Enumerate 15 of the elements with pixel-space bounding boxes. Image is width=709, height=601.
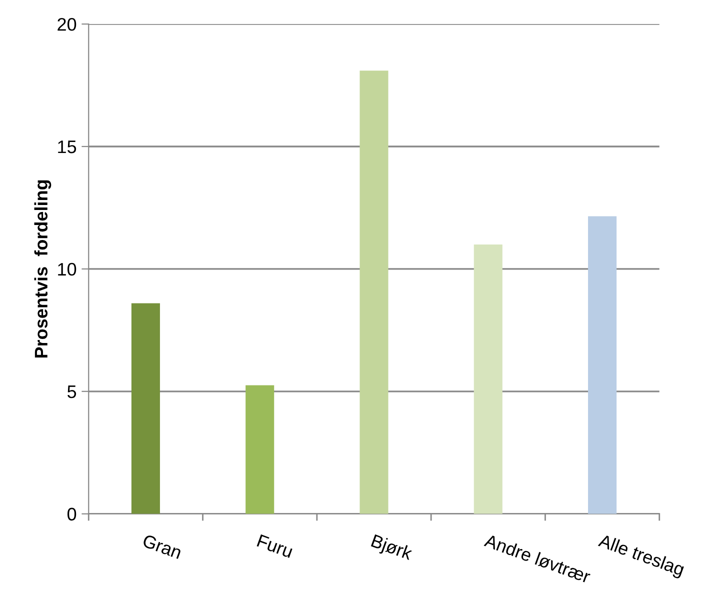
- x-tick-label: Andre løvtrær: [484, 533, 592, 584]
- x-tick-label: Bjørk: [370, 534, 414, 564]
- y-tick-label: 0: [67, 508, 76, 521]
- bar: [131, 303, 160, 514]
- x-tick-label: Furu: [256, 534, 294, 558]
- bar: [588, 216, 617, 514]
- y-tick-label: 5: [68, 386, 76, 398]
- y-tick-label: 10: [58, 262, 76, 276]
- y-axis-title: Prosentvis fordeling: [34, 180, 52, 358]
- bar: [246, 385, 274, 514]
- bar: [360, 70, 388, 514]
- x-tick-label: Gran: [142, 534, 182, 560]
- bar: [474, 244, 502, 514]
- y-tick-label: 15: [58, 140, 76, 154]
- y-tick-label: 20: [58, 18, 76, 31]
